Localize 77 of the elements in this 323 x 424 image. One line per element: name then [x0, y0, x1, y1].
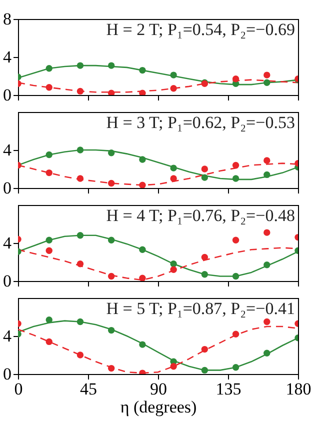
point: [139, 341, 146, 348]
point: [108, 236, 115, 244]
point: [46, 65, 52, 72]
point: [139, 274, 146, 281]
point: [170, 72, 177, 78]
point: [264, 79, 270, 86]
y-tick-label: 4: [3, 326, 12, 346]
point: [76, 260, 84, 268]
annotation: H = 4 T; P₁=0.76, P₂=−0.48: [106, 206, 295, 225]
point: [170, 164, 177, 172]
point: [232, 272, 240, 280]
x-axis-title: η (degrees): [120, 398, 197, 416]
point: [170, 85, 177, 92]
point: [139, 182, 146, 188]
point: [46, 316, 52, 324]
point: [264, 262, 270, 268]
point: [108, 62, 115, 69]
point: [139, 156, 146, 163]
y-tick-label: 4: [3, 140, 12, 160]
point: [201, 166, 208, 172]
point: [139, 90, 146, 95]
point: [108, 326, 115, 334]
y-tick-label: 0: [3, 364, 12, 384]
y-tick-label: 0: [3, 178, 12, 198]
point: [139, 66, 146, 74]
x-tick-label: 45: [80, 380, 97, 398]
point: [46, 247, 52, 254]
point: [170, 363, 177, 370]
point: [264, 171, 270, 178]
y-tick-label: 0: [3, 86, 12, 104]
point: [264, 350, 270, 356]
y-tick-label: 4: [3, 234, 12, 252]
point: [108, 272, 115, 280]
point: [170, 266, 177, 273]
point: [232, 76, 240, 82]
y-tick-label: 0: [3, 272, 12, 290]
point: [108, 90, 115, 95]
point: [46, 236, 52, 244]
point: [201, 174, 208, 181]
point: [46, 84, 52, 91]
point: [76, 88, 84, 95]
point: [170, 175, 177, 182]
point: [232, 330, 240, 338]
point: [264, 318, 270, 326]
annotation: H = 2 T; P₁=0.54, P₂=−0.69: [106, 20, 295, 39]
point: [108, 180, 115, 187]
point: [76, 318, 84, 326]
x-tick-label: 90: [150, 380, 167, 398]
point: [264, 229, 270, 236]
point: [76, 232, 84, 239]
annotation: H = 3 T; P₁=0.62, P₂=−0.53: [106, 113, 295, 132]
point: [76, 146, 84, 154]
point: [232, 236, 240, 244]
x-tick-label: 180: [286, 380, 312, 398]
point: [46, 169, 52, 176]
point: [232, 162, 240, 169]
point: [201, 366, 208, 374]
point: [264, 157, 270, 164]
point: [76, 175, 84, 182]
x-tick-label: 135: [216, 380, 242, 398]
y-tick-label: 4: [3, 48, 12, 66]
point: [201, 254, 208, 261]
annotation: H = 5 T; P₁=0.87, P₂=−0.41: [106, 299, 295, 318]
point: [46, 338, 52, 346]
point: [46, 151, 52, 158]
y-tick-label: 8: [3, 10, 12, 28]
point: [76, 62, 84, 69]
point: [108, 364, 115, 372]
point: [264, 72, 270, 78]
point: [76, 352, 84, 358]
point: [108, 150, 115, 156]
point: [232, 364, 240, 371]
point: [139, 246, 146, 253]
point: [201, 271, 208, 278]
point: [232, 175, 240, 182]
point: [170, 260, 177, 268]
point: [201, 346, 208, 353]
